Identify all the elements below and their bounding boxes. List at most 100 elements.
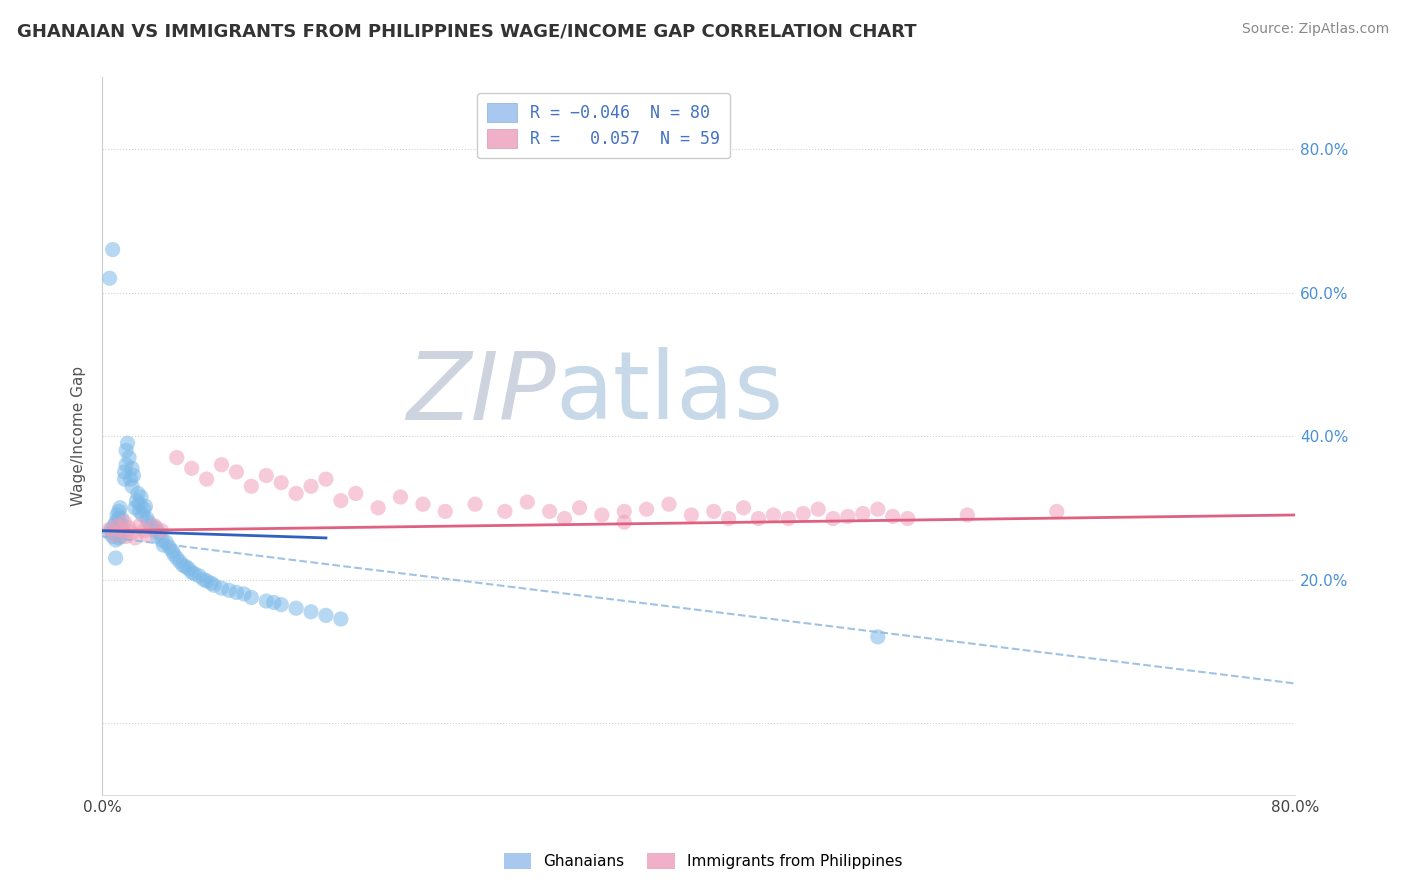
Point bbox=[464, 497, 486, 511]
Point bbox=[434, 504, 457, 518]
Point bbox=[104, 551, 127, 566]
Point bbox=[823, 511, 845, 525]
Point bbox=[121, 479, 143, 493]
Point bbox=[554, 511, 576, 525]
Point bbox=[225, 465, 247, 479]
Point bbox=[717, 511, 740, 525]
Point bbox=[389, 490, 412, 504]
Point bbox=[143, 524, 166, 538]
Point bbox=[166, 450, 188, 465]
Point bbox=[762, 508, 785, 522]
Point bbox=[169, 555, 191, 569]
Point bbox=[100, 522, 122, 536]
Point bbox=[114, 472, 136, 486]
Point bbox=[254, 594, 277, 608]
Point bbox=[155, 535, 177, 549]
Point bbox=[174, 559, 197, 574]
Point bbox=[211, 581, 233, 595]
Point bbox=[124, 500, 146, 515]
Point bbox=[494, 504, 516, 518]
Point bbox=[792, 507, 814, 521]
Point bbox=[195, 574, 218, 588]
Point bbox=[101, 243, 124, 257]
Point bbox=[110, 524, 132, 538]
Point bbox=[117, 436, 139, 450]
Point bbox=[110, 511, 132, 525]
Legend: R = −0.046  N = 80, R =   0.057  N = 59: R = −0.046 N = 80, R = 0.057 N = 59 bbox=[477, 93, 730, 158]
Point bbox=[807, 502, 830, 516]
Point bbox=[299, 605, 322, 619]
Point bbox=[344, 486, 367, 500]
Point bbox=[613, 515, 636, 529]
Point bbox=[108, 518, 131, 533]
Point bbox=[188, 569, 211, 583]
Text: atlas: atlas bbox=[555, 347, 785, 439]
Point bbox=[132, 524, 155, 538]
Point bbox=[127, 486, 149, 500]
Point bbox=[747, 511, 769, 525]
Point bbox=[329, 493, 352, 508]
Point bbox=[138, 515, 160, 529]
Point bbox=[103, 524, 125, 538]
Point bbox=[101, 529, 124, 543]
Point bbox=[516, 495, 538, 509]
Point bbox=[107, 531, 129, 545]
Point bbox=[110, 522, 132, 536]
Text: Source: ZipAtlas.com: Source: ZipAtlas.com bbox=[1241, 22, 1389, 37]
Point bbox=[132, 502, 155, 516]
Point bbox=[882, 509, 904, 524]
Point bbox=[118, 521, 141, 535]
Point bbox=[118, 450, 141, 465]
Point bbox=[105, 521, 128, 535]
Point bbox=[120, 472, 142, 486]
Point bbox=[681, 508, 703, 522]
Point bbox=[105, 528, 128, 542]
Point bbox=[128, 497, 150, 511]
Point bbox=[105, 508, 128, 522]
Point bbox=[143, 518, 166, 533]
Point bbox=[103, 528, 125, 542]
Legend: Ghanaians, Immigrants from Philippines: Ghanaians, Immigrants from Philippines bbox=[498, 847, 908, 875]
Point bbox=[180, 566, 202, 580]
Point bbox=[141, 518, 163, 533]
Point bbox=[105, 518, 128, 533]
Point bbox=[150, 524, 173, 538]
Point bbox=[177, 562, 200, 576]
Point bbox=[285, 601, 308, 615]
Point bbox=[1046, 504, 1069, 518]
Point bbox=[107, 511, 129, 525]
Point bbox=[152, 538, 174, 552]
Point bbox=[538, 504, 561, 518]
Point bbox=[163, 548, 186, 562]
Point bbox=[112, 518, 135, 533]
Point bbox=[568, 500, 591, 515]
Text: ZIP: ZIP bbox=[406, 348, 555, 439]
Point bbox=[218, 583, 240, 598]
Point bbox=[367, 500, 389, 515]
Point bbox=[232, 587, 254, 601]
Point bbox=[98, 525, 121, 540]
Point bbox=[104, 533, 127, 547]
Point bbox=[128, 518, 150, 533]
Point bbox=[852, 507, 875, 521]
Point bbox=[200, 576, 222, 591]
Point bbox=[299, 479, 322, 493]
Y-axis label: Wage/Income Gap: Wage/Income Gap bbox=[72, 366, 86, 506]
Point bbox=[129, 490, 152, 504]
Point bbox=[103, 518, 125, 533]
Point bbox=[240, 591, 263, 605]
Point bbox=[183, 566, 205, 581]
Point bbox=[658, 497, 681, 511]
Point bbox=[115, 443, 138, 458]
Point bbox=[131, 508, 153, 522]
Point bbox=[897, 511, 920, 525]
Point bbox=[866, 630, 889, 644]
Point bbox=[136, 528, 159, 542]
Point bbox=[225, 585, 247, 599]
Point bbox=[148, 525, 170, 540]
Point bbox=[866, 502, 889, 516]
Point bbox=[166, 551, 188, 566]
Point bbox=[778, 511, 800, 525]
Point bbox=[162, 544, 184, 558]
Point bbox=[591, 508, 613, 522]
